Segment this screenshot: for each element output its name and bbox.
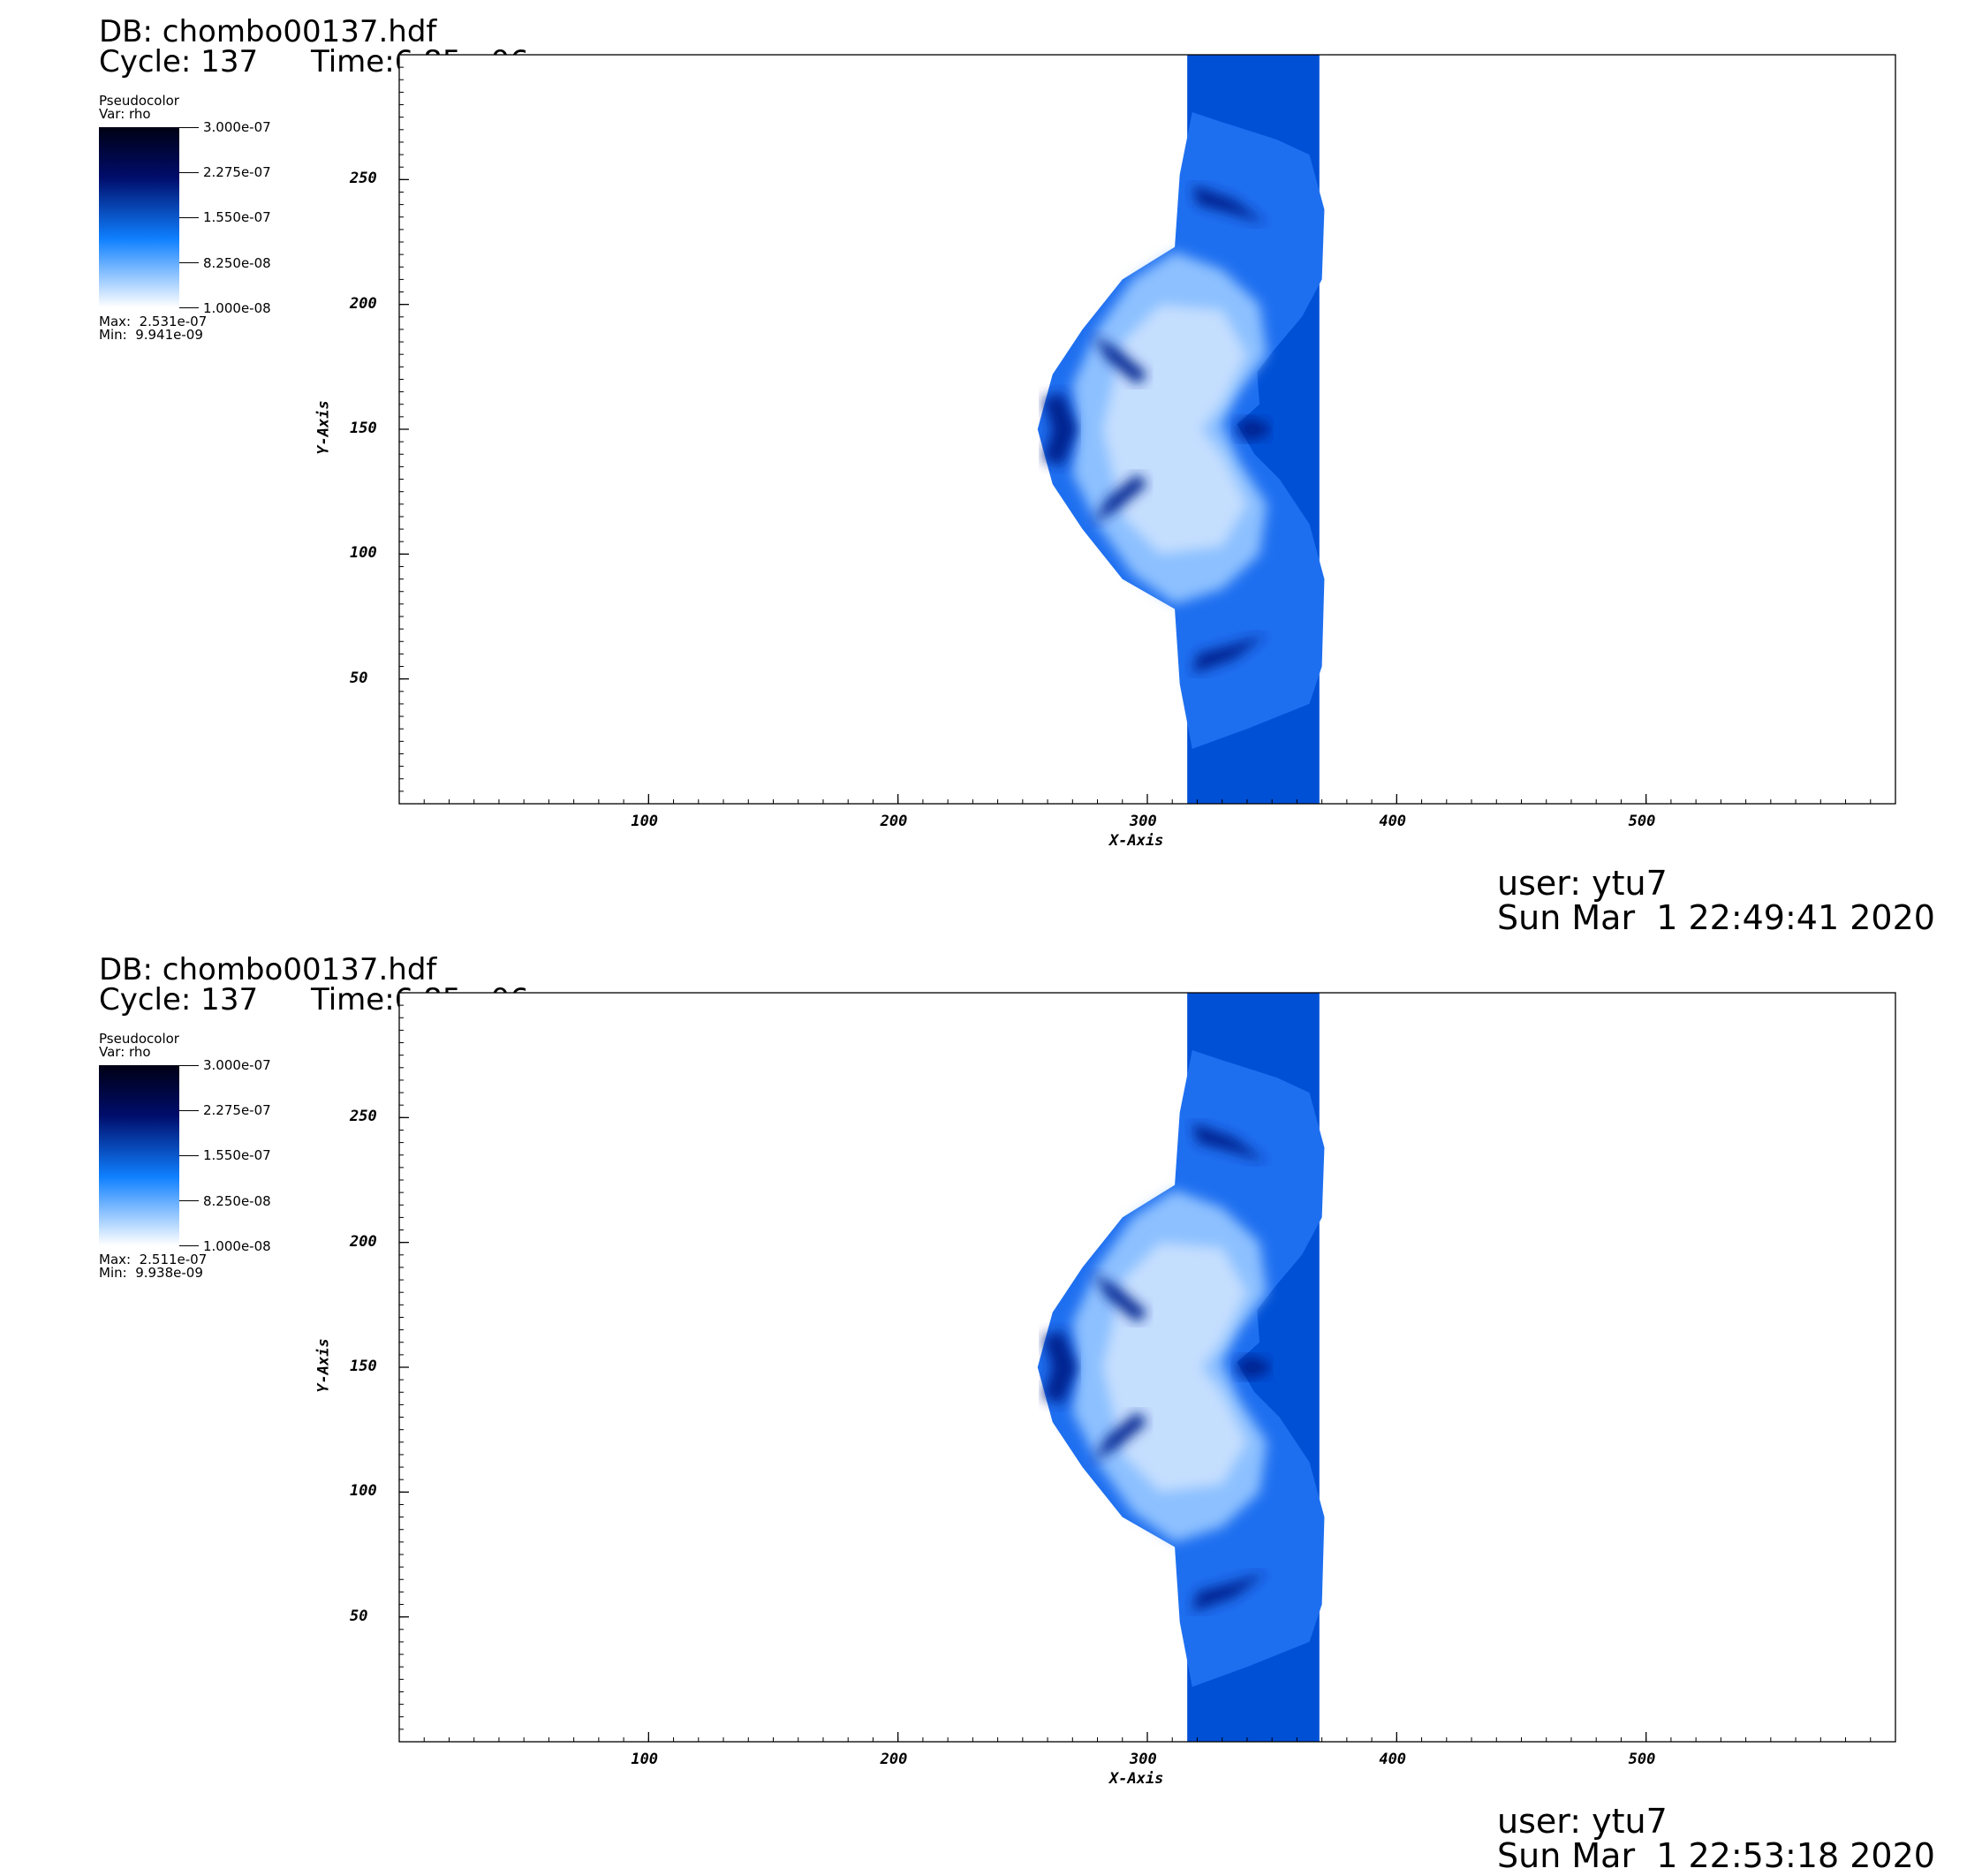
colorbar-tick-label: 3.000e-07 xyxy=(203,1057,271,1073)
x-tick-label: 400 xyxy=(1379,813,1407,830)
colorbar-tick-label: 1.550e-07 xyxy=(203,209,271,225)
y-tick-label: 150 xyxy=(350,420,377,437)
dense-filament xyxy=(1191,1122,1267,1163)
user-label: user: ytu7 xyxy=(1497,1802,1668,1841)
y-axis-title: Y-Axis xyxy=(314,1338,333,1393)
dense-filament xyxy=(1191,184,1267,225)
x-axis-title: X-Axis xyxy=(1109,832,1164,850)
y-tick-label: 100 xyxy=(350,544,377,563)
dense-filament xyxy=(1092,473,1147,525)
colorbar-tick xyxy=(179,1065,199,1066)
date-label: Sun Mar 1 22:53:18 2020 xyxy=(1497,1836,1935,1875)
x-tick-label: 100 xyxy=(631,1751,659,1768)
user-label: user: ytu7 xyxy=(1497,864,1668,903)
dense-filament xyxy=(1092,1272,1147,1323)
low-density-core xyxy=(1102,1242,1247,1493)
plot-area xyxy=(398,54,1896,805)
y-tick-label: 100 xyxy=(350,1482,377,1501)
colorbar-tick-label: 3.000e-07 xyxy=(203,119,271,135)
legend-var: Var: rho xyxy=(99,106,151,122)
dense-filament xyxy=(1234,416,1270,443)
x-tick-label: 200 xyxy=(880,813,908,830)
legend-min: Min: 9.938e-09 xyxy=(99,1265,203,1281)
colorbar-tick xyxy=(179,1200,199,1201)
colorbar-tick xyxy=(179,217,199,218)
colorbar-tick-label: 8.250e-08 xyxy=(203,255,271,271)
x-tick-label: 500 xyxy=(1628,813,1656,830)
dense-filament xyxy=(1042,1329,1078,1405)
x-tick-label: 300 xyxy=(1130,813,1157,830)
dense-filament xyxy=(1042,391,1078,467)
dense-filament xyxy=(1234,1354,1270,1381)
legend-var: Var: rho xyxy=(99,1044,151,1060)
y-tick-label: 250 xyxy=(350,170,377,188)
x-tick-label: 400 xyxy=(1379,1751,1407,1768)
y-tick-label: 50 xyxy=(350,669,368,687)
dense-filament xyxy=(1092,334,1147,385)
colorbar-tick-label: 1.000e-08 xyxy=(203,1238,271,1254)
density-field xyxy=(399,55,1895,804)
colorbar-tick xyxy=(179,127,199,128)
colorbar xyxy=(99,1065,179,1245)
y-tick-label: 50 xyxy=(350,1607,368,1625)
dense-filament xyxy=(1191,633,1267,675)
legend-min: Min: 9.941e-09 xyxy=(99,327,203,343)
density-field xyxy=(399,993,1895,1742)
date-label: Sun Mar 1 22:49:41 2020 xyxy=(1497,898,1935,937)
visit-window: DB: chombo00137.hdf Cycle: 137 Time:6.85… xyxy=(99,14,1935,937)
x-tick-label: 100 xyxy=(631,813,659,830)
colorbar-tick-label: 2.275e-07 xyxy=(203,1102,271,1118)
colorbar-tick xyxy=(179,1110,199,1111)
colorbar-tick-label: 1.000e-08 xyxy=(203,300,271,316)
colorbar-tick xyxy=(179,1155,199,1156)
colorbar-tick-label: 2.275e-07 xyxy=(203,164,271,180)
dense-filament xyxy=(1092,1411,1147,1463)
colorbar-tick xyxy=(179,1245,199,1246)
y-tick-label: 250 xyxy=(350,1108,377,1126)
legend-max: Max: 2.511e-07 xyxy=(99,1252,208,1267)
db-label: DB: chombo00137.hdf xyxy=(99,14,437,49)
y-tick-label: 200 xyxy=(350,1232,377,1251)
visit-window: DB: chombo00137.hdf Cycle: 137 Time:6.85… xyxy=(0,938,1982,1876)
colorbar-tick xyxy=(179,307,199,308)
colorbar-tick-label: 1.550e-07 xyxy=(203,1147,271,1163)
legend-plot-type: Pseudocolor xyxy=(99,1031,179,1047)
colorbar-tick xyxy=(179,172,199,173)
legend-max: Max: 2.531e-07 xyxy=(99,314,208,329)
colorbar-tick-label: 8.250e-08 xyxy=(203,1193,271,1209)
dense-filament xyxy=(1191,1571,1267,1613)
x-tick-label: 500 xyxy=(1628,1751,1656,1768)
plot-area xyxy=(398,992,1896,1743)
y-axis-title: Y-Axis xyxy=(314,400,333,455)
colorbar-tick xyxy=(179,262,199,263)
cycle-label: Cycle: 137 xyxy=(99,982,259,1017)
x-tick-label: 200 xyxy=(880,1751,908,1768)
x-axis-title: X-Axis xyxy=(1109,1770,1164,1788)
y-tick-label: 150 xyxy=(350,1358,377,1375)
legend-plot-type: Pseudocolor xyxy=(99,93,179,109)
db-label: DB: chombo00137.hdf xyxy=(99,952,437,987)
low-density-core xyxy=(1102,304,1247,555)
y-tick-label: 200 xyxy=(350,294,377,313)
cycle-label: Cycle: 137 xyxy=(99,44,259,79)
colorbar xyxy=(99,127,179,307)
x-tick-label: 300 xyxy=(1130,1751,1157,1768)
